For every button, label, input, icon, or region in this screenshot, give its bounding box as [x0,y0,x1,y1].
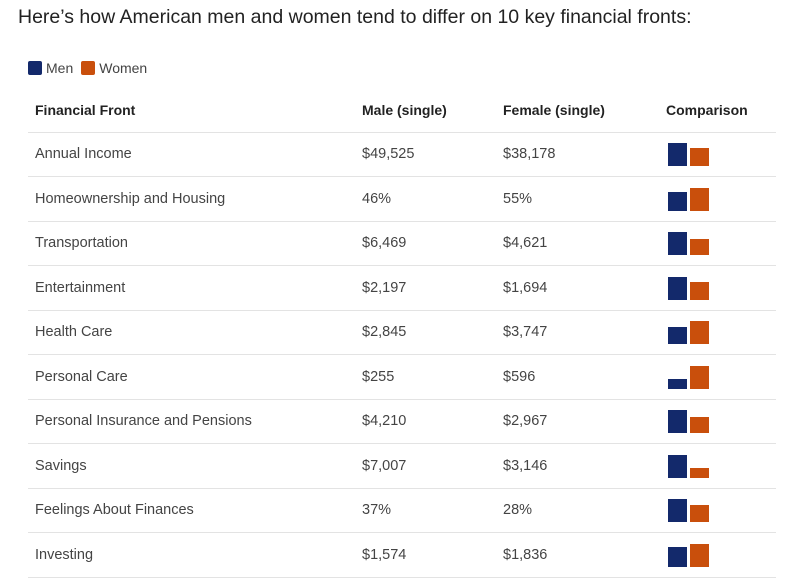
comparison-bars [666,533,714,577]
comparison-bars [666,444,714,488]
header-male: Male (single) [362,101,447,118]
legend-swatch-women [81,61,96,75]
male-value-cell: 37% [362,502,392,519]
comparison-cell [666,266,714,310]
header-female: Female (single) [503,101,605,118]
male-value-cell: $1,574 [362,546,407,563]
men-bar [668,378,687,389]
men-bar [668,232,687,255]
women-bar [690,417,709,433]
table-header-row: Financial Front Male (single) Female (si… [28,88,776,133]
financial-front-cell: Personal Care [35,368,128,385]
men-bar [668,546,687,567]
financial-front-cell: Health Care [35,324,113,341]
financial-front-cell: Transportation [35,235,128,252]
men-bar [668,191,687,211]
table-row: Investing $1,574 $1,836 [28,533,776,578]
comparison-cell [666,489,714,533]
female-value-cell: $38,178 [503,146,556,163]
table-body: Annual Income $49,525 $38,178 Homeownership… [28,133,776,578]
financial-front-cell: Annual Income [35,146,132,163]
financial-front-cell: Savings [35,457,87,474]
men-bar [668,327,687,344]
female-value-cell: 28% [503,502,533,519]
table-row: Entertainment $2,197 $1,694 [28,266,776,311]
table-row: Health Care $2,845 $3,747 [28,311,776,355]
legend: Men Women [28,59,155,77]
table-row: Savings $7,007 $3,146 [28,444,776,489]
comparison-cell [666,533,714,577]
female-value-cell: $1,694 [503,279,548,296]
female-value-cell: $1,836 [503,546,548,563]
comparison-bars [666,266,714,310]
male-value-cell: $4,210 [362,413,407,430]
women-bar [690,467,709,478]
women-bar [690,505,709,522]
legend-label-women: Women [99,60,148,76]
female-value-cell: $3,146 [503,457,548,474]
comparison-cell [666,355,714,399]
female-value-cell: 55% [503,190,533,207]
male-value-cell: $255 [362,368,395,385]
women-bar [690,187,709,211]
male-value-cell: 46% [362,190,392,207]
male-value-cell: $2,845 [362,324,407,341]
financial-front-cell: Homeownership and Housing [35,190,226,207]
comparison-cell [666,177,714,221]
men-bar [668,143,687,166]
male-value-cell: $6,469 [362,235,407,252]
female-value-cell: $4,621 [503,235,548,252]
comparison-bars [666,400,714,444]
women-bar [690,321,709,344]
comparison-cell [666,133,714,177]
female-value-cell: $2,967 [503,413,548,430]
comparison-bars [666,133,714,177]
men-bar [668,276,687,300]
men-bar [668,499,687,522]
women-bar [690,543,709,567]
women-bar [690,281,709,300]
comparison-bars [666,311,714,355]
table-row: Personal Care $255 $596 [28,355,776,400]
table-row: Homeownership and Housing 46% 55% [28,177,776,222]
legend-label-men: Men [46,60,74,76]
comparison-bars [666,489,714,533]
header-financial-front: Financial Front [35,101,136,118]
female-value-cell: $3,747 [503,324,548,341]
comparison-bars [666,355,714,399]
financial-front-cell: Entertainment [35,279,126,296]
table-row: Annual Income $49,525 $38,178 [28,133,776,177]
female-value-cell: $596 [503,368,536,385]
men-bar [668,410,687,433]
financial-front-cell: Personal Insurance and Pensions [35,413,252,430]
comparison-cell [666,400,714,444]
comparison-bars [666,177,714,221]
financial-front-cell: Investing [35,546,94,563]
men-bar [668,454,687,478]
male-value-cell: $49,525 [362,146,415,163]
legend-item-men: Men [28,60,73,76]
comparison-bars [666,222,714,266]
table-row: Feelings About Finances 37% 28% [28,489,776,533]
comparison-table: Financial Front Male (single) Female (si… [28,88,776,578]
male-value-cell: $7,007 [362,457,407,474]
comparison-cell [666,444,714,488]
male-value-cell: $2,197 [362,279,407,296]
legend-swatch-men [28,61,42,75]
table-row: Personal Insurance and Pensions $4,210 $2,… [28,400,776,444]
comparison-cell [666,311,714,355]
table-row: Transportation $6,469 $4,621 [28,222,776,266]
women-bar [690,148,709,166]
page-title: Here’s how American men and women tend t… [18,6,692,28]
legend-item-women: Women [81,60,147,76]
comparison-cell [666,222,714,266]
header-comparison: Comparison [666,101,748,118]
financial-front-cell: Feelings About Finances [35,502,194,519]
women-bar [690,239,709,255]
women-bar [690,365,709,389]
